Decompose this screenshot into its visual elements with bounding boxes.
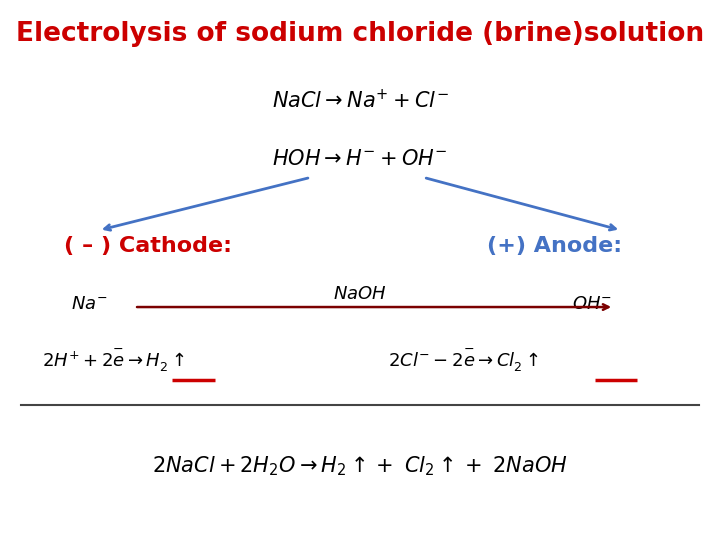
Text: $NaCl \rightarrow Na^{+}+Cl^{-}$: $NaCl \rightarrow Na^{+}+Cl^{-}$ — [271, 89, 449, 112]
Text: Electrolysis of sodium chloride (brine)solution: Electrolysis of sodium chloride (brine)s… — [16, 21, 704, 48]
Text: $2NaCl+2H_{2}O\rightarrow H_{2}\uparrow+\ Cl_{2}\uparrow+\ 2NaOH$: $2NaCl+2H_{2}O\rightarrow H_{2}\uparrow+… — [152, 454, 568, 477]
Text: (+) Anode:: (+) Anode: — [487, 236, 622, 256]
Text: $Na^{-}$: $Na^{-}$ — [71, 295, 107, 313]
Text: $2Cl^{-}-2\overset{-}{e}\rightarrow Cl_{2}^{}\uparrow$: $2Cl^{-}-2\overset{-}{e}\rightarrow Cl_{… — [388, 346, 539, 374]
Text: $NaOH$: $NaOH$ — [333, 285, 387, 303]
Text: $OH^{-}$: $OH^{-}$ — [572, 295, 612, 313]
Text: $2H^{+}+2\overset{-}{e}\rightarrow H_{2}^{}\uparrow$: $2H^{+}+2\overset{-}{e}\rightarrow H_{2}… — [42, 346, 185, 374]
Text: $HOH \rightarrow H^{-}+OH^{-}$: $HOH \rightarrow H^{-}+OH^{-}$ — [272, 149, 448, 169]
Text: ( – ) Cathode:: ( – ) Cathode: — [63, 236, 232, 256]
